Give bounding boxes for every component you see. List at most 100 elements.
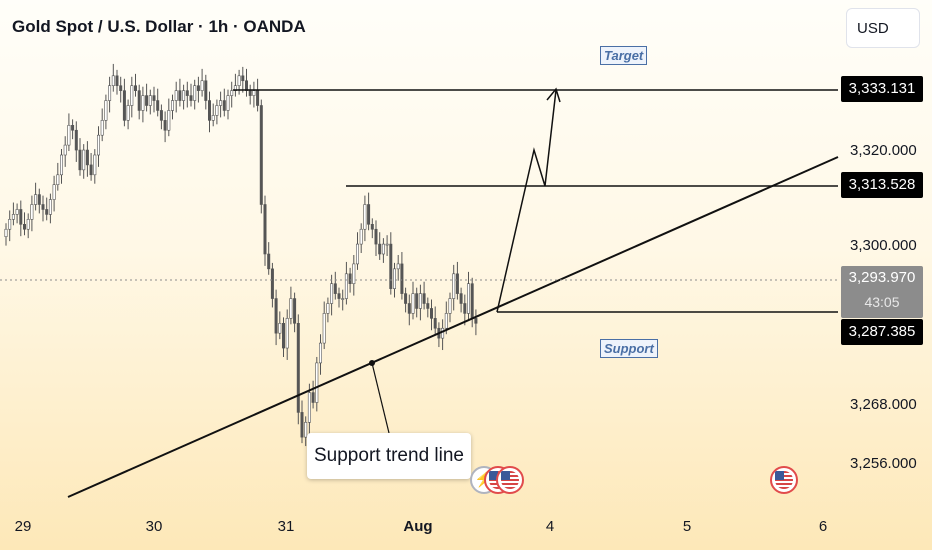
candle-body[interactable] bbox=[130, 85, 134, 106]
candle-body[interactable] bbox=[15, 209, 19, 215]
candle-body[interactable] bbox=[74, 129, 78, 151]
candle-body[interactable] bbox=[89, 164, 93, 176]
candle-body[interactable] bbox=[97, 134, 101, 156]
candle-body[interactable] bbox=[341, 298, 345, 300]
candle-body[interactable] bbox=[389, 243, 393, 289]
candle-body[interactable] bbox=[433, 318, 437, 329]
candle-body[interactable] bbox=[374, 228, 378, 245]
candle-body[interactable] bbox=[367, 204, 371, 225]
candle-body[interactable] bbox=[93, 154, 97, 176]
candle-body[interactable] bbox=[455, 273, 459, 294]
candle-body[interactable] bbox=[26, 219, 30, 230]
candle-body[interactable] bbox=[126, 105, 130, 121]
candle-body[interactable] bbox=[182, 90, 186, 101]
candle-body[interactable] bbox=[34, 194, 38, 205]
candle-body[interactable] bbox=[174, 90, 178, 101]
candle-body[interactable] bbox=[252, 90, 256, 96]
candle-body[interactable] bbox=[315, 362, 319, 403]
candle-body[interactable] bbox=[285, 318, 289, 349]
candle-body[interactable] bbox=[396, 263, 400, 270]
candle-body[interactable] bbox=[259, 105, 263, 205]
candle-body[interactable] bbox=[141, 95, 145, 111]
candle-body[interactable] bbox=[122, 90, 126, 121]
candle-body[interactable] bbox=[8, 219, 12, 230]
candle-body[interactable] bbox=[48, 199, 52, 215]
candle-body[interactable] bbox=[226, 95, 230, 111]
candle-body[interactable] bbox=[422, 293, 426, 304]
candle-body[interactable] bbox=[171, 100, 175, 111]
candle-body[interactable] bbox=[82, 149, 86, 171]
candle-body[interactable] bbox=[418, 293, 422, 309]
candle-body[interactable] bbox=[19, 209, 23, 225]
candle-body[interactable] bbox=[108, 85, 112, 101]
candle-body[interactable] bbox=[304, 421, 308, 438]
candle-body[interactable] bbox=[145, 95, 149, 106]
candle-body[interactable] bbox=[429, 308, 433, 319]
support-trend-line[interactable] bbox=[67, 156, 839, 498]
candle-body[interactable] bbox=[281, 322, 285, 349]
candle-body[interactable] bbox=[115, 75, 119, 87]
candle-body[interactable] bbox=[263, 204, 267, 255]
event-us-flag-icon-3[interactable] bbox=[770, 466, 798, 494]
candle-body[interactable] bbox=[152, 95, 156, 101]
candle-body[interactable] bbox=[411, 293, 415, 314]
candle-body[interactable] bbox=[466, 283, 470, 314]
candle-body[interactable] bbox=[208, 100, 212, 121]
candle-body[interactable] bbox=[193, 85, 197, 101]
candle-body[interactable] bbox=[355, 243, 359, 265]
candle-body[interactable] bbox=[392, 268, 396, 289]
candle-body[interactable] bbox=[300, 412, 304, 438]
candle-body[interactable] bbox=[59, 154, 63, 176]
candle-body[interactable] bbox=[333, 283, 337, 294]
candle-body[interactable] bbox=[326, 303, 330, 314]
candle-body[interactable] bbox=[245, 80, 249, 91]
candle-body[interactable] bbox=[56, 174, 60, 186]
candle-body[interactable] bbox=[71, 125, 75, 131]
candle-body[interactable] bbox=[296, 322, 300, 413]
candle-body[interactable] bbox=[167, 110, 171, 131]
candle-body[interactable] bbox=[11, 214, 15, 220]
candle-body[interactable] bbox=[352, 263, 356, 284]
candle-body[interactable] bbox=[400, 263, 404, 294]
candle-body[interactable] bbox=[248, 90, 252, 96]
candle-body[interactable] bbox=[230, 90, 234, 96]
candle-body[interactable] bbox=[211, 115, 215, 121]
candle-body[interactable] bbox=[189, 95, 193, 101]
currency-button[interactable]: USD bbox=[846, 8, 920, 48]
candle-body[interactable] bbox=[200, 80, 204, 91]
candle-body[interactable] bbox=[470, 283, 474, 319]
candle-body[interactable] bbox=[441, 327, 445, 339]
candle-body[interactable] bbox=[370, 224, 374, 230]
candle-body[interactable] bbox=[178, 90, 182, 101]
candle-body[interactable] bbox=[163, 120, 167, 131]
candle-body[interactable] bbox=[270, 268, 274, 299]
candle-body[interactable] bbox=[385, 243, 389, 246]
candle-body[interactable] bbox=[237, 75, 241, 87]
candle-body[interactable] bbox=[448, 298, 452, 314]
candle-body[interactable] bbox=[159, 110, 163, 121]
candle-body[interactable] bbox=[444, 313, 448, 329]
candle-body[interactable] bbox=[156, 100, 160, 111]
candle-body[interactable] bbox=[289, 298, 293, 319]
candle-body[interactable] bbox=[22, 224, 26, 230]
candle-body[interactable] bbox=[426, 303, 430, 309]
candle-body[interactable] bbox=[474, 318, 478, 324]
projection-path[interactable] bbox=[496, 89, 557, 313]
candle-body[interactable] bbox=[267, 253, 271, 270]
candle-body[interactable] bbox=[78, 149, 82, 171]
candle-body[interactable] bbox=[241, 75, 245, 82]
candle-body[interactable] bbox=[30, 204, 34, 220]
candle-body[interactable] bbox=[381, 243, 385, 255]
candle-body[interactable] bbox=[256, 90, 260, 106]
candle-body[interactable] bbox=[111, 75, 115, 87]
candle-body[interactable] bbox=[415, 293, 419, 309]
target-annotation[interactable]: Target bbox=[600, 46, 648, 65]
candle-body[interactable] bbox=[119, 85, 123, 91]
candle-body[interactable] bbox=[322, 313, 326, 344]
candle-body[interactable] bbox=[85, 149, 89, 166]
candle-body[interactable] bbox=[4, 228, 8, 237]
candle-body[interactable] bbox=[278, 322, 282, 334]
candle-body[interactable] bbox=[63, 144, 67, 156]
candle-body[interactable] bbox=[378, 243, 382, 255]
